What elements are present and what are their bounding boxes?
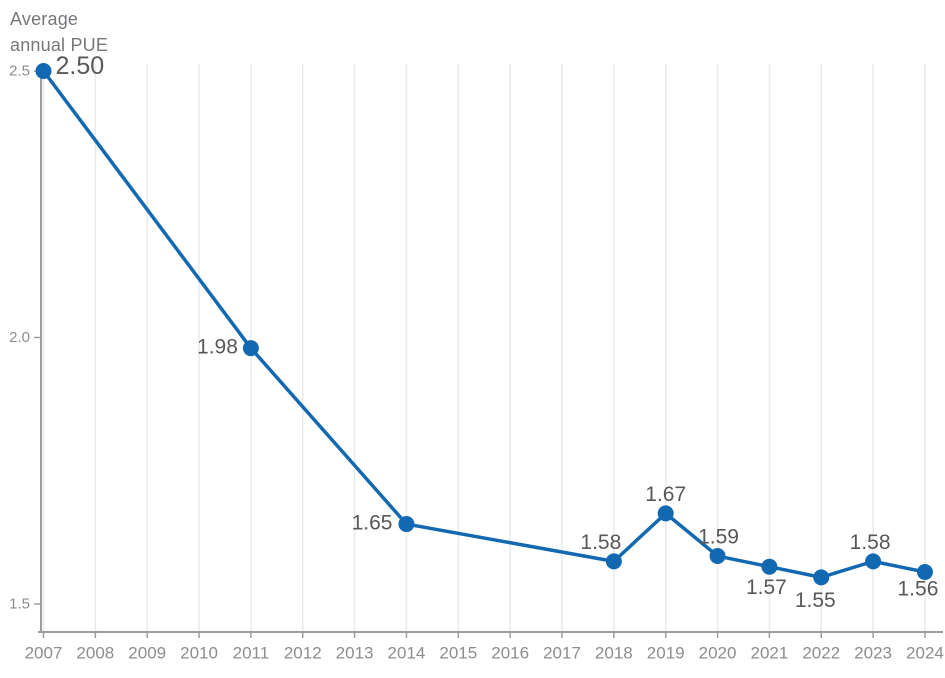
x-tick-label: 2018 [595,644,633,663]
data-label-2023: 1.58 [850,531,891,554]
data-label-2022: 1.55 [795,589,836,612]
x-tick-label: 2017 [543,644,581,663]
y-tick-label: 1.5 [9,596,30,613]
y-tick-label: 2.5 [9,63,30,80]
x-tick-label: 2014 [388,644,426,663]
data-label-2014: 1.65 [352,512,393,535]
x-tick-label: 2022 [802,644,840,663]
data-label-2011: 1.98 [197,336,238,359]
x-tick-label: 2023 [854,644,892,663]
data-label-2021: 1.57 [746,576,787,599]
x-tick-label: 2012 [284,644,322,663]
data-point-2018 [605,553,622,570]
data-point-2024 [916,564,933,581]
y-axis-title-line2: annual PUE [10,35,109,55]
data-point-2020 [709,548,726,565]
x-tick-label: 2007 [25,644,63,663]
x-tick-label: 2010 [180,644,218,663]
data-label-2020: 1.59 [698,526,739,549]
data-point-2014 [398,516,415,533]
data-label-2024: 1.56 [898,578,939,601]
x-tick-label: 2021 [750,644,788,663]
data-point-2011 [242,340,259,357]
data-label-2018: 1.58 [580,531,621,554]
data-label-2007: 2.50 [56,52,105,80]
y-tick-label: 2.0 [9,329,30,346]
data-point-2019 [657,505,674,522]
x-tick-label: 2016 [491,644,529,663]
x-tick-label: 2008 [76,644,114,663]
pue-line [41,69,927,580]
data-point-2022 [813,569,830,586]
y-axis-title-line1: Average [10,9,79,29]
x-tick-label: 2009 [128,644,166,663]
x-tick-label: 2015 [439,644,477,663]
y-axis-title: Average annual PUE [10,6,108,58]
data-point-2023 [865,553,882,570]
data-point-2007 [35,63,52,79]
data-label-2019: 1.67 [645,483,686,506]
x-tick-label: 2019 [647,644,685,663]
x-tick-label: 2024 [906,644,944,663]
x-tick-label: 2020 [699,644,737,663]
data-point-2021 [761,558,778,575]
x-tick-label: 2013 [336,644,374,663]
x-tick-label: 2011 [233,644,270,663]
